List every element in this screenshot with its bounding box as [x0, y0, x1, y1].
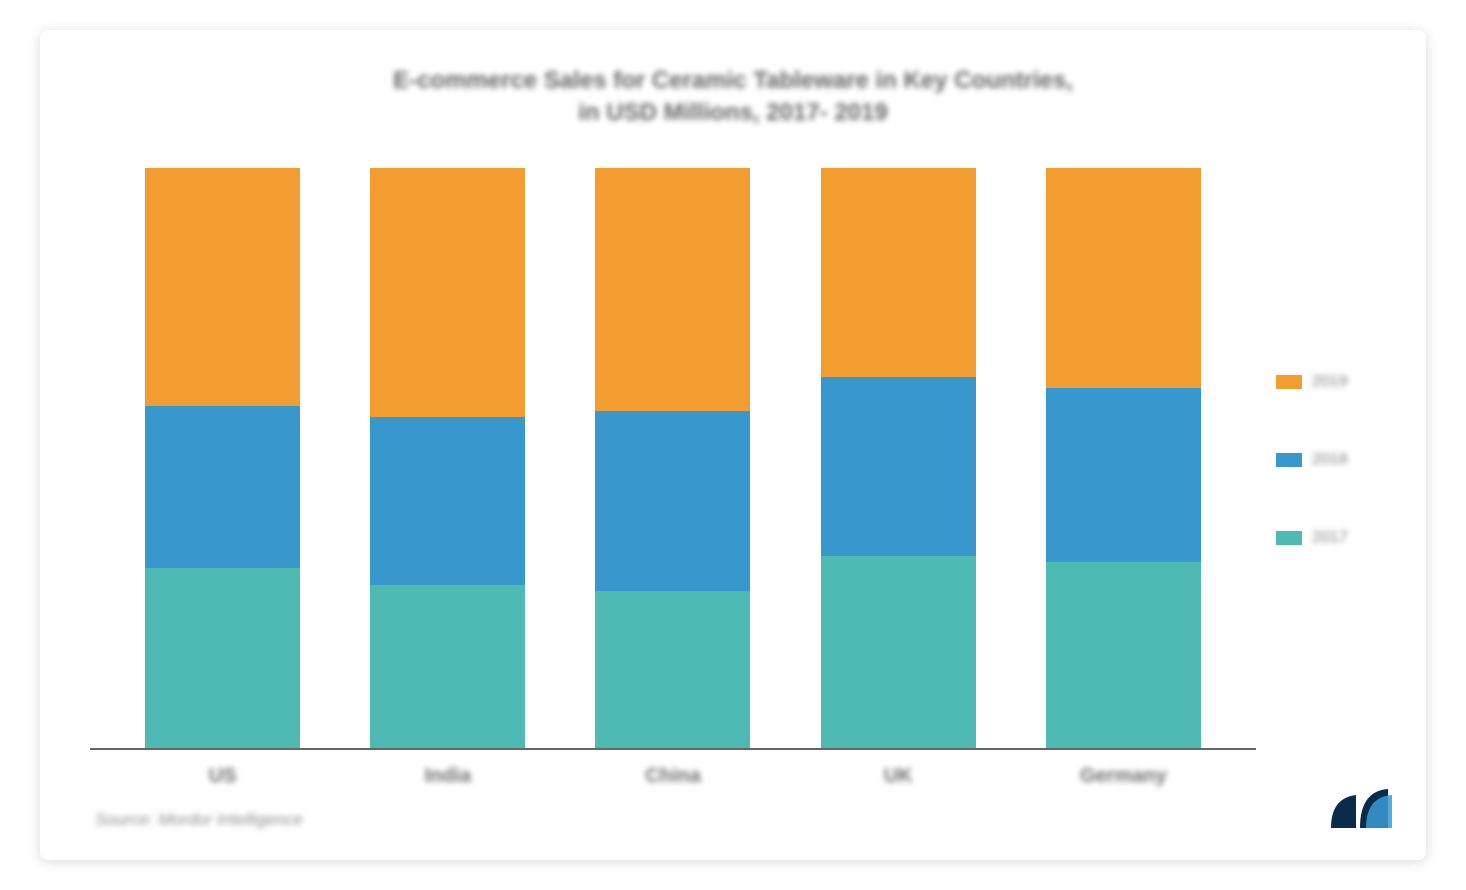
bar-segment-2017	[1046, 562, 1201, 748]
title-line-2: in USD Millions, 2017- 2019	[90, 97, 1376, 129]
x-axis-label: India	[363, 765, 533, 788]
legend-swatch-icon	[1276, 453, 1302, 467]
stacked-bar	[595, 168, 750, 748]
x-axis-label: Germany	[1038, 765, 1208, 788]
plot-area	[90, 170, 1256, 750]
x-axis-labels: US India China UK Germany	[90, 750, 1256, 788]
stacked-bar	[370, 168, 525, 748]
title-line-1: E-commerce Sales for Ceramic Tableware i…	[90, 65, 1376, 97]
x-axis-label: UK	[813, 765, 983, 788]
bar-segment-2019	[145, 168, 300, 406]
legend-swatch-icon	[1276, 531, 1302, 545]
bar-segment-2018	[595, 411, 750, 591]
bar-segment-2017	[821, 556, 976, 747]
bar-segment-2019	[370, 168, 525, 417]
bar-segment-2017	[145, 568, 300, 748]
stacked-bar	[821, 168, 976, 748]
bar-segment-2019	[1046, 168, 1201, 388]
legend-label: 2018	[1312, 451, 1348, 469]
bar-segment-2018	[145, 406, 300, 568]
legend-label: 2017	[1312, 529, 1348, 547]
bar-segment-2018	[821, 377, 976, 557]
bar-group	[813, 168, 983, 748]
bar-segment-2019	[821, 168, 976, 377]
bar-segment-2017	[370, 585, 525, 747]
bar-group	[1038, 168, 1208, 748]
brand-logo-icon	[1326, 783, 1396, 838]
legend-item: 2019	[1276, 373, 1376, 391]
bar-segment-2017	[595, 591, 750, 748]
stacked-bar	[1046, 168, 1201, 748]
bar-group	[138, 168, 308, 748]
x-axis-label: China	[588, 765, 758, 788]
bar-group	[588, 168, 758, 748]
bar-segment-2018	[1046, 388, 1201, 562]
source-text: Source: Mordor Intelligence	[95, 810, 303, 830]
bar-segment-2018	[370, 417, 525, 585]
legend-swatch-icon	[1276, 375, 1302, 389]
x-axis-label: US	[138, 765, 308, 788]
chart-area: 2019 2018 2017	[90, 170, 1376, 750]
chart-card: E-commerce Sales for Ceramic Tableware i…	[40, 30, 1426, 860]
stacked-bar	[145, 168, 300, 748]
chart-title: E-commerce Sales for Ceramic Tableware i…	[90, 65, 1376, 130]
legend-item: 2018	[1276, 451, 1376, 469]
legend-label: 2019	[1312, 373, 1348, 391]
bar-segment-2019	[595, 168, 750, 412]
legend-item: 2017	[1276, 529, 1376, 547]
legend: 2019 2018 2017	[1256, 170, 1376, 750]
bar-group	[363, 168, 533, 748]
